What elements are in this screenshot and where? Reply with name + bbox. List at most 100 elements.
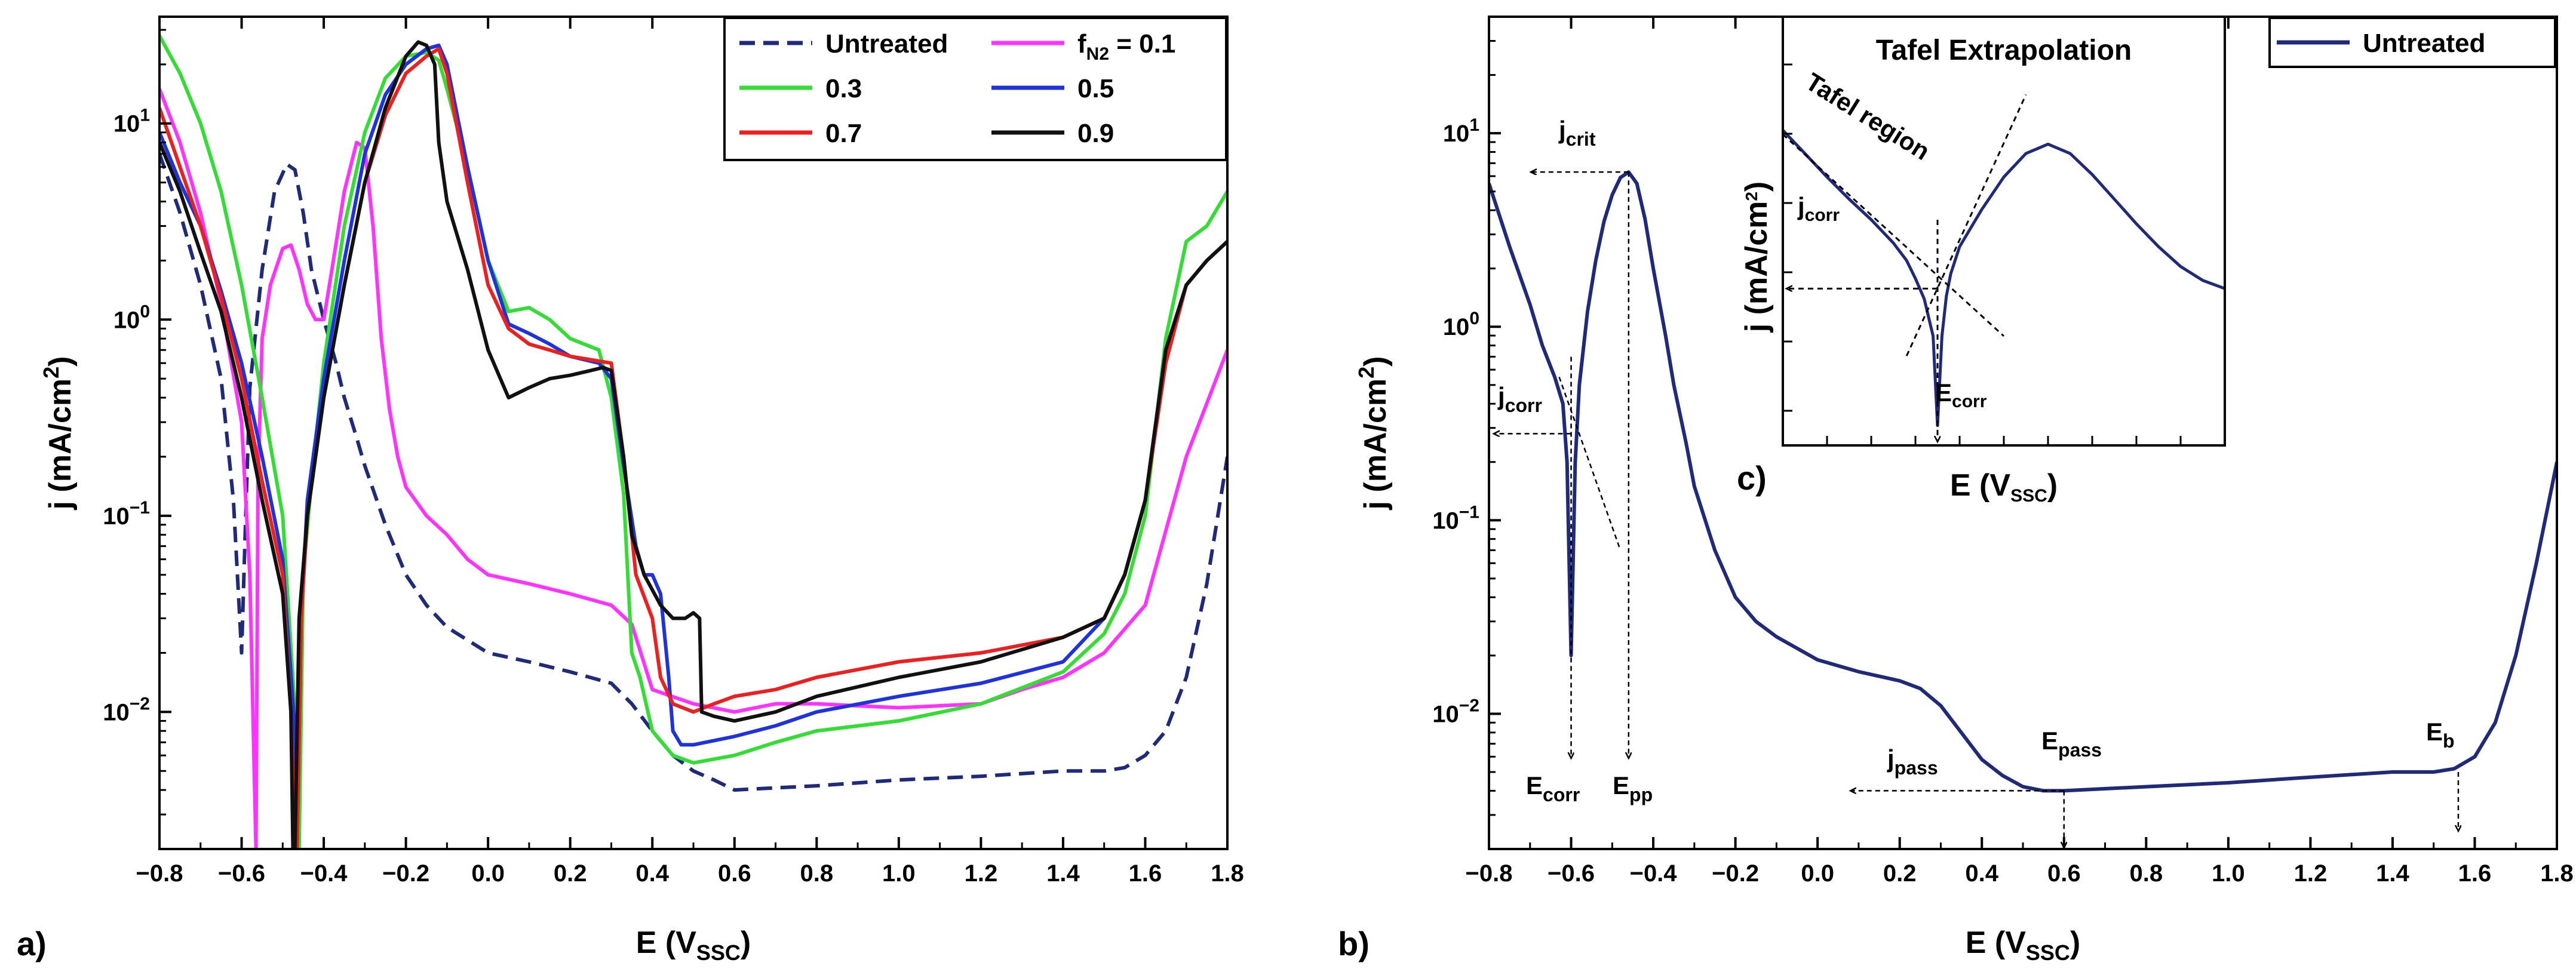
panel-a-x-label-sub: SSC — [696, 940, 741, 965]
panel-a-y-tick-label: 10−1 — [103, 498, 150, 530]
panel-b-x-tick-label: 1.8 — [2540, 860, 2574, 887]
annotation-e-pass-sub: pass — [2058, 739, 2102, 761]
panel-a-x-label-main: E (V — [636, 925, 696, 960]
legend-label-fn2-f: f — [1077, 29, 1086, 59]
panel-a-x-label: E (VSSC) — [636, 925, 751, 965]
annotation-j-corr-main: j — [1497, 382, 1505, 410]
panel-a-x-tick-label: 1.6 — [1129, 860, 1162, 887]
panel-b-annotation-arrows — [1494, 172, 2458, 848]
legend-label-fn2-end: = 0.1 — [1109, 29, 1175, 59]
panel-a-y-tick-label: 100 — [113, 302, 150, 333]
panel-a-y-label-sup: 2 — [39, 367, 63, 379]
panel-b-x-tick-label: 1.2 — [2294, 860, 2328, 887]
panel-b-x-tick-label: 0.6 — [2047, 860, 2081, 887]
panel-a-x-tick-label: 0.6 — [718, 860, 751, 887]
panel-c-series-line-untreated — [1783, 129, 2225, 427]
annotation-inset-e-corr-main: E — [1935, 379, 1952, 407]
annotation-e-pp: Epp — [1613, 771, 1653, 805]
panel-a-x-tick-label: 1.2 — [965, 860, 998, 887]
panel-a-series-line-0.9 — [159, 40, 1227, 849]
panel-b-y-tick-label: 101 — [1443, 115, 1479, 147]
legend-label-0.3: 0.3 — [825, 74, 862, 103]
panel-b-label: b) — [1338, 925, 1370, 962]
panel-b-x-label-sub: SSC — [2026, 940, 2070, 965]
panel-b-x-tick-label: 0.2 — [1883, 860, 1917, 887]
panel-b-y-label-end: ) — [1358, 356, 1393, 367]
panel-c-y-label-end: ) — [1739, 182, 1774, 192]
panel-b-y-tick-label: 10−2 — [1432, 696, 1479, 727]
panel-b-y-label-main: j (mA/cm — [1358, 379, 1393, 510]
panel-c-x-label-sub: SSC — [2010, 486, 2047, 506]
panel-c-annotation-lines — [1782, 94, 2027, 442]
panel-c-frame — [1782, 16, 2226, 447]
annotation-j-pass: jpass — [1887, 745, 1938, 779]
annotation-e-pp-sub: pp — [1629, 784, 1653, 805]
panel-a-x-tick-label: 1.8 — [1211, 860, 1244, 887]
panel-c-x-label: E (VSSC) — [1950, 468, 2058, 506]
panel-b-x-tick-label: −0.8 — [1466, 860, 1513, 887]
panel-a-series — [159, 35, 1227, 849]
panel-a-y-label-end: ) — [43, 356, 78, 367]
panel-b-x-tick-label: −0.4 — [1630, 860, 1678, 887]
annotation-e-b-main: E — [2426, 718, 2443, 746]
annotation-inset-e-corr-sub: corr — [1952, 392, 1987, 411]
panel-b-y-tick-label: 100 — [1443, 309, 1479, 340]
panel-a-x-tick-label: −0.8 — [136, 860, 183, 887]
tafel-line-j-corr — [1558, 376, 1622, 550]
panel-b-x-label-end: ) — [2070, 925, 2080, 960]
annotation-e-corr-sub: corr — [1543, 784, 1580, 805]
panel-c-inset: Tafel Extrapolation Tafel region jcorr E… — [1737, 16, 2226, 506]
panel-a-x-label-end: ) — [741, 925, 751, 960]
panel-a-x-tick-label: 0.8 — [800, 860, 834, 887]
panel-a-y-axis: 10−2 10−1 100 101 — [103, 29, 171, 850]
legend-label-fn2-sub: N2 — [1086, 44, 1109, 64]
panel-c-y-label-main: j (mA/cm — [1739, 201, 1774, 333]
panel-b-x-tick-label: 0.4 — [1965, 860, 1998, 887]
annotation-e-corr-main: E — [1526, 771, 1543, 799]
panel-a-series-line-0.5 — [159, 44, 1227, 849]
panel-b-x-tick-label: −0.2 — [1712, 860, 1759, 887]
panel-a-y-tick-label: 10−2 — [103, 694, 150, 725]
panel-c-x-label-main: E (V — [1950, 468, 2010, 503]
panel-a-label: a) — [17, 925, 47, 962]
panel-b-x-tick-label: 1.0 — [2212, 860, 2245, 887]
panel-b-y-label-sup: 2 — [1354, 367, 1378, 379]
annotation-j-corr: jcorr — [1497, 382, 1542, 416]
panel-a-x-tick-label: −0.4 — [300, 860, 348, 887]
annotation-e-pass: Epass — [2041, 727, 2102, 761]
panel-a-x-tick-label: −0.2 — [382, 860, 429, 887]
annotation-j-pass-main: j — [1887, 745, 1895, 773]
panel-a-x-tick-label: 0.0 — [471, 860, 505, 887]
panel-b-y-axis: 10−2 10−1 100 101 — [1432, 16, 1501, 850]
annotation-e-corr: Ecorr — [1526, 771, 1580, 805]
panel-c-label: c) — [1737, 459, 1767, 497]
annotation-j-corr-sub: corr — [1505, 395, 1542, 416]
panel-c-y-label-sup: 2 — [1742, 192, 1761, 201]
panel-b-x-label-main: E (V — [1966, 925, 2026, 960]
panel-b: −0.8 −0.6 −0.4 −0.2 0.0 0.2 0.4 0.6 0.8 1.0 1.2 1.4… — [1338, 16, 2574, 965]
annotation-j-crit-sub: crit — [1566, 128, 1596, 150]
annotation-j-crit: jcrit — [1558, 116, 1596, 150]
panel-a-y-tick-label: 101 — [113, 106, 150, 137]
panel-b-x-tick-label: 0.8 — [2130, 860, 2163, 887]
panel-b-x-tick-label: 0.0 — [1801, 860, 1834, 887]
tafel-anodic-line — [1905, 94, 2027, 356]
panel-b-x-label: E (VSSC) — [1966, 925, 2081, 965]
annotation-e-b-sub: b — [2443, 730, 2455, 752]
annotation-j-crit-main: j — [1558, 116, 1566, 144]
panel-b-legend: Untreated — [2268, 17, 2556, 68]
panel-a-x-axis: −0.8 −0.6 −0.4 −0.2 0.0 0.2 0.4 0.6 0.8 1.0 1.2 1.4… — [136, 17, 1244, 887]
annotation-inset-j-corr: jcorr — [1797, 192, 1840, 225]
panel-b-series — [1489, 170, 2557, 793]
panel-a-x-tick-label: 1.0 — [882, 860, 916, 887]
legend-label-0.7: 0.7 — [825, 119, 862, 148]
panel-a-series-line-fn2-0.1 — [159, 88, 1227, 849]
panel-a-y-label: j (mA/cm2) — [39, 356, 78, 510]
panel-c-series — [1783, 129, 2225, 427]
panel-a-series-line-untreated — [159, 153, 1227, 792]
panel-a-legend: Untreated fN2 = 0.1 0.3 0.5 0.7 0.9 — [723, 17, 1227, 161]
panel-a: −0.8 −0.6 −0.4 −0.2 0.0 0.2 0.4 0.6 0.8 1.0 1.2 1.4… — [17, 16, 1244, 965]
panel-c-y-label: j (mA/cm2) — [1739, 182, 1774, 333]
annotation-e-pp-main: E — [1613, 771, 1629, 799]
